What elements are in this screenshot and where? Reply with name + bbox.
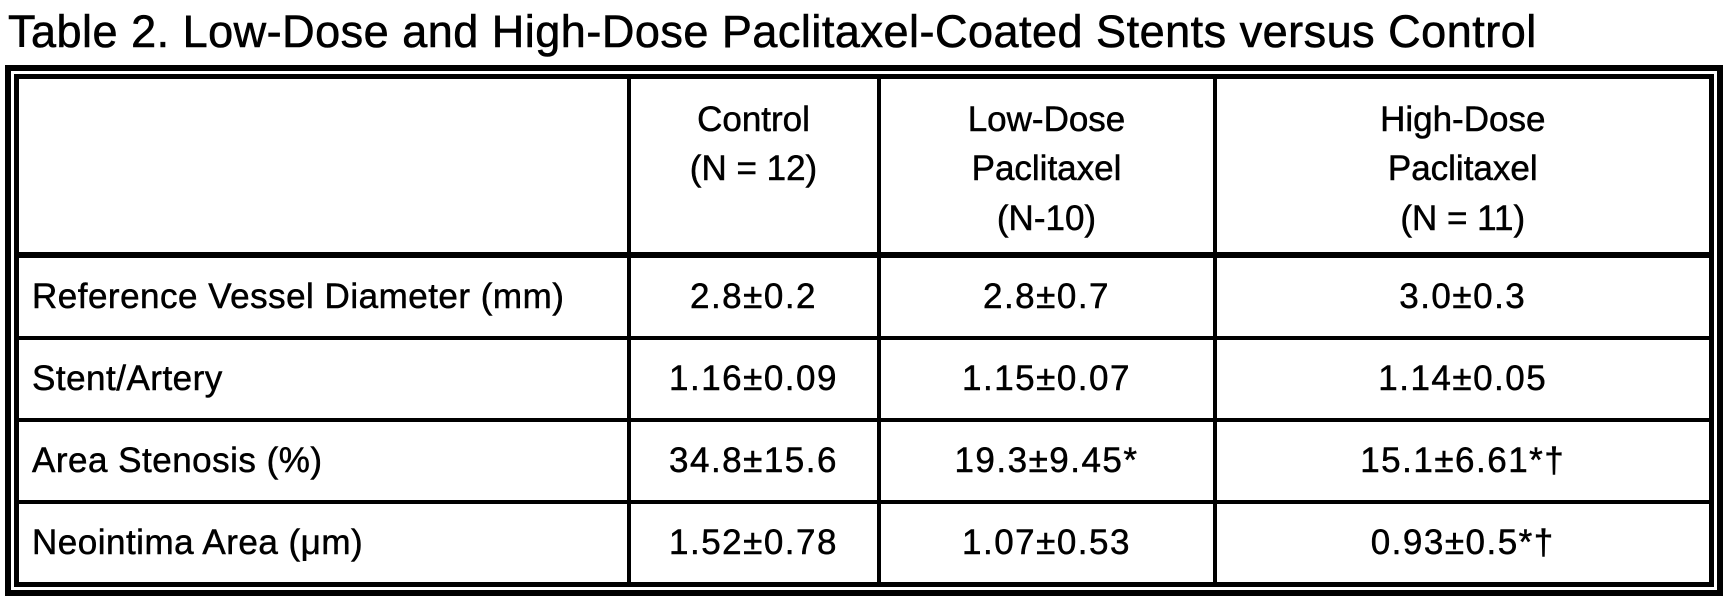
column-header-low-dose: Low-Dose Paclitaxel (N-10) xyxy=(876,74,1217,258)
cell-value: 15.1±6.61*† xyxy=(1212,417,1714,504)
table-row: Area Stenosis (%) 34.8±15.6 19.3±9.45* 1… xyxy=(14,417,1714,504)
cell-value: 1.15±0.07 xyxy=(876,335,1217,422)
table-header-row: Control (N = 12) Low-Dose Paclitaxel (N-… xyxy=(14,74,1714,258)
document-title: Table 2. Low-Dose and High-Dose Paclitax… xyxy=(8,6,1537,58)
cell-value: 0.93±0.5*† xyxy=(1212,499,1714,587)
cell-value: 2.8±0.2 xyxy=(626,252,881,340)
cell-value: 1.07±0.53 xyxy=(876,499,1217,587)
cell-value: 1.16±0.09 xyxy=(626,335,881,422)
cell-value: 1.52±0.78 xyxy=(626,499,881,587)
cell-value: 34.8±15.6 xyxy=(626,417,881,504)
column-header-empty xyxy=(14,74,631,258)
row-label: Area Stenosis (%) xyxy=(14,417,631,504)
column-header-control: Control (N = 12) xyxy=(626,74,881,258)
row-label: Neointima Area (μm) xyxy=(14,499,631,587)
column-header-high-dose: High-Dose Paclitaxel (N = 11) xyxy=(1212,74,1714,258)
cell-value: 2.8±0.7 xyxy=(876,252,1217,340)
cell-value: 1.14±0.05 xyxy=(1212,335,1714,422)
cell-value: 3.0±0.3 xyxy=(1212,252,1714,340)
table-row: Neointima Area (μm) 1.52±0.78 1.07±0.53 … xyxy=(14,499,1714,587)
row-label: Stent/Artery xyxy=(14,335,631,422)
table-row: Reference Vessel Diameter (mm) 2.8±0.2 2… xyxy=(14,252,1714,340)
table-border-frame: Control (N = 12) Low-Dose Paclitaxel (N-… xyxy=(5,64,1723,596)
data-table: Control (N = 12) Low-Dose Paclitaxel (N-… xyxy=(14,73,1714,587)
table-row: Stent/Artery 1.16±0.09 1.15±0.07 1.14±0.… xyxy=(14,335,1714,422)
row-label: Reference Vessel Diameter (mm) xyxy=(14,252,631,340)
cell-value: 19.3±9.45* xyxy=(876,417,1217,504)
